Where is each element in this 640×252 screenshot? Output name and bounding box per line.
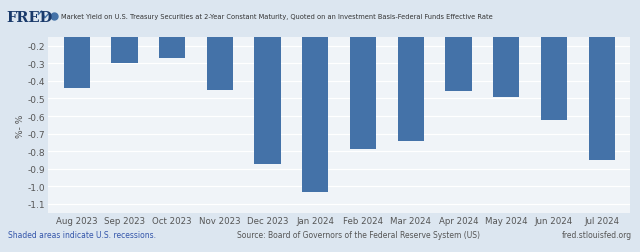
Bar — [255, 12, 281, 164]
Bar — [397, 12, 424, 141]
Text: Shaded areas indicate U.S. recessions.: Shaded areas indicate U.S. recessions. — [8, 230, 156, 239]
Bar — [302, 12, 328, 192]
Text: fred.stlouisfed.org: fred.stlouisfed.org — [562, 230, 632, 239]
Text: Market Yield on U.S. Treasury Securities at 2-Year Constant Maturity, Quoted on : Market Yield on U.S. Treasury Securities… — [61, 14, 493, 20]
Bar — [207, 12, 233, 90]
Y-axis label: %- %: %- % — [16, 114, 25, 137]
Bar — [589, 12, 615, 160]
Bar — [541, 12, 567, 120]
Bar — [493, 12, 520, 97]
Text: FRED: FRED — [6, 11, 52, 25]
Bar — [63, 12, 90, 89]
Text: Source: Board of Governors of the Federal Reserve System (US): Source: Board of Governors of the Federa… — [237, 230, 480, 239]
Bar — [159, 12, 185, 59]
Bar — [445, 12, 472, 92]
Bar — [350, 12, 376, 150]
Bar — [111, 12, 138, 64]
